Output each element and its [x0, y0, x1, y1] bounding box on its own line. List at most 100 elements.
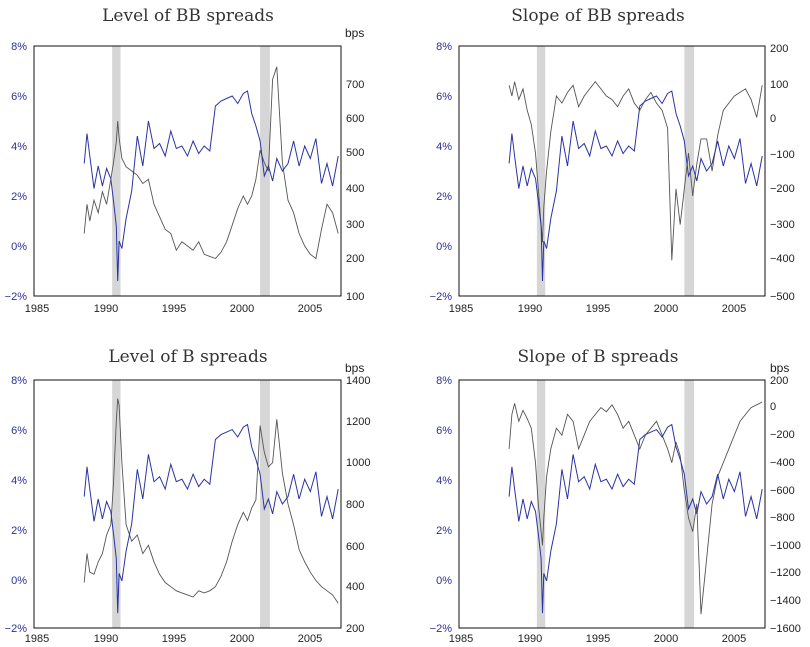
recession-bands [536, 380, 695, 628]
panel-title: Slope of BB spreads [511, 6, 685, 26]
plot-frame [33, 45, 342, 297]
panel-title: Level of B spreads [108, 347, 267, 367]
y-right-tick: 200 [346, 623, 364, 635]
series-right-line [83, 66, 339, 260]
y-left-tick: 6% [11, 425, 27, 437]
series-right-line [508, 401, 763, 615]
x-tick: 2005 [298, 633, 322, 645]
x-tick: 1990 [518, 303, 542, 315]
x-tick: 2000 [230, 303, 254, 315]
panel-slope-bb: Slope of BB spreads 8% 6% 4% 2% 0% −2% 2… [430, 6, 795, 315]
y-left-tick: 6% [11, 91, 27, 103]
y-left-tick: 4% [11, 475, 27, 487]
series-right-line [83, 398, 339, 604]
y-left-tick: 8% [436, 375, 452, 387]
x-tick: 1990 [518, 633, 542, 645]
y-right-tick: 600 [346, 541, 364, 553]
panel-title: Level of BB spreads [102, 6, 274, 26]
x-tick: 1985 [449, 633, 473, 645]
y-left-tick: −2% [430, 291, 453, 303]
panel-level-b: Level of B spreads 8% 6% 4% 2% 0% −2% bp… [5, 347, 371, 645]
x-tick: 2005 [722, 633, 746, 645]
y-left-tick: 2% [11, 525, 27, 537]
y-left-tick: −2% [430, 623, 453, 635]
y-left-tick: 6% [436, 91, 452, 103]
recession-band [536, 46, 546, 296]
y-left-tick: 8% [436, 41, 452, 53]
y-left-tick: 6% [436, 425, 452, 437]
y-left-tick: 0% [11, 241, 27, 253]
y-right-tick: 400 [346, 183, 364, 195]
x-tick: 2000 [230, 633, 254, 645]
recession-bands [112, 380, 270, 628]
x-tick: 1985 [25, 633, 49, 645]
y-left-tick: −2% [5, 291, 28, 303]
y-left-tick: 2% [11, 191, 27, 203]
y-right-tick: −800 [770, 512, 795, 524]
x-tick: 1985 [449, 303, 473, 315]
x-tick: 1990 [94, 303, 118, 315]
y-right-tick: 1000 [346, 457, 370, 469]
y-left-tick: 4% [436, 141, 452, 153]
y-left-tick: 4% [436, 475, 452, 487]
x-tick: 1995 [586, 633, 610, 645]
recession-band [260, 46, 270, 296]
y-right-tick: −600 [770, 485, 795, 497]
y-right-tick: 300 [346, 219, 364, 231]
y-right-tick: −200 [770, 183, 795, 195]
y-right-tick: −1000 [770, 540, 801, 552]
y-right-tick: 100 [346, 291, 364, 303]
y-right-unit: bps [345, 26, 364, 40]
x-tick: 1985 [25, 303, 49, 315]
y-left-tick: 8% [11, 375, 27, 387]
y-right-tick: 0 [770, 113, 776, 125]
y-left-tick: 0% [436, 241, 452, 253]
x-tick: 1995 [586, 303, 610, 315]
x-tick: 1995 [162, 633, 186, 645]
x-tick: 1995 [162, 303, 186, 315]
series-right-line [508, 80, 763, 261]
y-right-tick: −400 [770, 253, 795, 265]
y-left-tick: 8% [11, 41, 27, 53]
plot-frame [458, 45, 766, 297]
recession-band [684, 46, 695, 296]
y-right-unit: bps [345, 361, 364, 375]
y-left-tick: −2% [5, 623, 28, 635]
recession-bands [536, 46, 695, 296]
recession-bands [112, 46, 270, 296]
x-tick: 2000 [654, 633, 678, 645]
recession-band [112, 46, 121, 296]
y-right-tick: −500 [770, 291, 795, 303]
x-tick: 2005 [722, 303, 746, 315]
y-right-tick: 600 [346, 113, 364, 125]
series-left-line [508, 423, 763, 614]
y-right-tick: 200 [770, 43, 788, 55]
x-tick: 2000 [654, 303, 678, 315]
y-right-tick: −200 [770, 429, 795, 441]
panel-level-bb: Level of BB spreads 8% 6% 4% 2% 0% −2% b… [5, 6, 365, 315]
recession-band [684, 380, 695, 628]
y-right-tick: 1400 [346, 375, 370, 387]
y-right-tick: −1200 [770, 567, 801, 579]
recession-band [260, 380, 270, 628]
y-right-tick: 200 [770, 375, 788, 387]
y-left-tick: 2% [436, 525, 452, 537]
plot-frame [33, 379, 342, 629]
y-right-tick: 800 [346, 499, 364, 511]
y-right-tick: −300 [770, 219, 795, 231]
y-right-tick: 200 [346, 253, 364, 265]
y-left-tick: 2% [436, 191, 452, 203]
y-right-tick: 400 [346, 581, 364, 593]
x-tick: 1990 [94, 633, 118, 645]
y-right-unit: bps [770, 361, 789, 375]
y-right-tick: −100 [770, 149, 795, 161]
y-right-tick: −1600 [770, 623, 801, 635]
y-right-tick: −1400 [770, 595, 801, 607]
plot-frame [458, 379, 766, 629]
series-left-line [83, 423, 339, 614]
panel-title: Slope of B spreads [517, 347, 678, 367]
y-right-tick: 500 [346, 147, 364, 159]
y-right-tick: 0 [770, 401, 776, 413]
panel-slope-b: Slope of B spreads 8% 6% 4% 2% 0% −2% bp… [430, 347, 801, 645]
